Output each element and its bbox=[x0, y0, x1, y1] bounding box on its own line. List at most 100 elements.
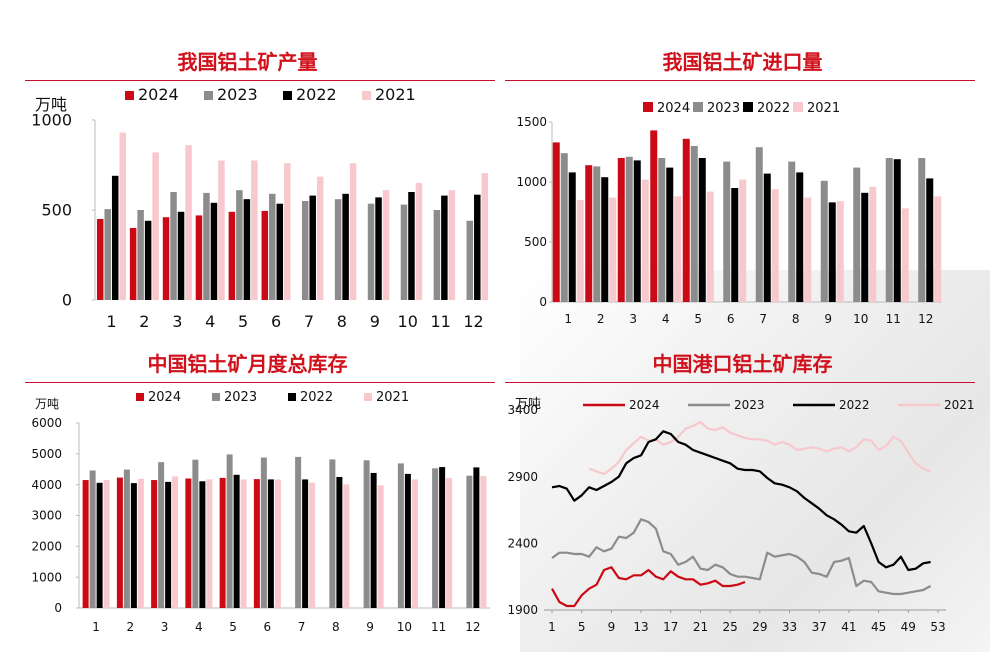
bar-2021-4 bbox=[206, 479, 213, 608]
x-tick-label: 21 bbox=[693, 620, 708, 634]
legend-swatch-2022 bbox=[743, 102, 753, 112]
bar-2022-4 bbox=[210, 202, 218, 300]
bar-2022-8 bbox=[796, 172, 804, 302]
bar-2023-4 bbox=[192, 459, 199, 608]
bar-2021-8 bbox=[343, 484, 350, 608]
bar-2022-2 bbox=[144, 220, 152, 300]
y-axis-label: 万吨 bbox=[515, 397, 541, 412]
chart-title: 中国港口铝土矿库存 bbox=[652, 352, 833, 376]
bar-2023-11 bbox=[433, 210, 441, 300]
y-axis-label: 万吨 bbox=[35, 95, 67, 114]
bar-2021-12 bbox=[481, 173, 489, 300]
bar-2021-7 bbox=[309, 482, 316, 608]
bar-2024-3 bbox=[162, 217, 170, 300]
bar-2024-6 bbox=[261, 210, 269, 300]
x-tick-label: 3 bbox=[629, 312, 637, 326]
x-tick-label: 10 bbox=[398, 312, 418, 331]
x-tick-label: 49 bbox=[901, 620, 916, 634]
x-tick-label: 1 bbox=[548, 620, 556, 634]
bar-2021-5 bbox=[251, 160, 258, 300]
legend-label-2021: 2021 bbox=[944, 398, 975, 412]
bar-2023-8 bbox=[334, 199, 342, 300]
y-axis-label: 万吨 bbox=[35, 397, 59, 411]
bar-2022-12 bbox=[474, 194, 481, 300]
x-tick-label: 8 bbox=[792, 312, 800, 326]
chart-title: 我国铝土矿产量 bbox=[177, 50, 318, 74]
bar-2021-3 bbox=[641, 179, 649, 302]
x-tick-label: 5 bbox=[238, 312, 248, 331]
y-tick-label: 6000 bbox=[31, 416, 62, 430]
x-tick-label: 8 bbox=[337, 312, 347, 331]
bar-2023-7 bbox=[301, 201, 309, 300]
bar-2021-8 bbox=[804, 197, 812, 302]
y-tick-label: 2000 bbox=[31, 540, 62, 554]
x-tick-label: 7 bbox=[304, 312, 314, 331]
legend-swatch-2024 bbox=[136, 393, 144, 401]
background-watermark bbox=[520, 270, 990, 652]
title-rule bbox=[25, 382, 495, 383]
bar-2022-11 bbox=[893, 159, 901, 302]
bar-2023-11 bbox=[885, 158, 893, 302]
x-tick-label: 33 bbox=[782, 620, 797, 634]
x-tick-label: 25 bbox=[723, 620, 738, 634]
x-tick-label: 5 bbox=[229, 620, 237, 634]
bar-2024-1 bbox=[96, 219, 104, 300]
bar-2021-1 bbox=[103, 480, 110, 608]
bar-2022-11 bbox=[441, 195, 448, 300]
bar-2022-2 bbox=[130, 483, 137, 608]
bar-2021-12 bbox=[480, 476, 487, 608]
series-line-2024 bbox=[551, 566, 746, 608]
legend-label-2022: 2022 bbox=[300, 390, 333, 405]
bar-2022-8 bbox=[336, 476, 343, 608]
y-tick-label: 1000 bbox=[31, 111, 72, 130]
legend-label-2022: 2022 bbox=[296, 85, 337, 104]
x-tick-label: 2 bbox=[127, 620, 135, 634]
bar-2024-4 bbox=[185, 478, 192, 608]
y-tick-label: 0 bbox=[539, 295, 547, 309]
bar-2022-7 bbox=[763, 173, 771, 302]
bar-2022-9 bbox=[828, 202, 836, 302]
bar-2024-5 bbox=[682, 138, 690, 302]
legend-swatch-2021 bbox=[362, 91, 371, 100]
bar-2022-6 bbox=[267, 479, 274, 608]
x-tick-label: 1 bbox=[564, 312, 572, 326]
bar-2022-10 bbox=[404, 473, 411, 608]
legend-label-2022: 2022 bbox=[757, 101, 790, 116]
bar-2021-4 bbox=[674, 196, 682, 302]
legend-swatch-2023 bbox=[212, 393, 220, 401]
chart-panel-total-inventory: 中国铝土矿月度总库存 0 1000 2000 3000 4000 5000 6000 万吨 1 2… bbox=[0, 340, 495, 652]
chart-title: 我国铝土矿进口量 bbox=[662, 50, 823, 74]
bar-2022-9 bbox=[375, 197, 382, 300]
bar-2024-3 bbox=[617, 158, 625, 302]
y-tick-label: 0 bbox=[62, 291, 72, 310]
legend-swatch-2024 bbox=[125, 91, 134, 100]
bar-2021-5 bbox=[240, 479, 247, 608]
bar-2024-1 bbox=[552, 142, 560, 302]
legend-label-2023: 2023 bbox=[224, 390, 257, 405]
bar-2023-7 bbox=[295, 456, 302, 608]
x-tick-label: 12 bbox=[465, 620, 480, 634]
series-line-2021 bbox=[588, 420, 931, 476]
series-line-2023 bbox=[551, 518, 932, 596]
legend-label-2022: 2022 bbox=[839, 398, 870, 412]
bar-2022-7 bbox=[302, 479, 309, 608]
x-tick-label: 8 bbox=[332, 620, 340, 634]
x-tick-label: 6 bbox=[271, 312, 281, 331]
bar-2021-11 bbox=[446, 477, 453, 608]
x-tick-label: 2 bbox=[597, 312, 605, 326]
x-tick-label: 12 bbox=[918, 312, 933, 326]
bar-2021-10 bbox=[411, 479, 418, 608]
bar-2023-10 bbox=[853, 167, 861, 302]
bar-2021-8 bbox=[349, 163, 357, 300]
x-tick-label: 4 bbox=[662, 312, 670, 326]
bar-2022-3 bbox=[633, 160, 641, 302]
legend-swatch-2023 bbox=[693, 102, 703, 112]
legend-label-2024: 2024 bbox=[629, 398, 660, 412]
bar-2024-5 bbox=[219, 477, 226, 608]
legend-swatch-2023 bbox=[204, 91, 213, 100]
bar-2022-3 bbox=[165, 481, 172, 608]
bar-2022-1 bbox=[568, 172, 576, 302]
bar-2023-6 bbox=[260, 457, 267, 608]
